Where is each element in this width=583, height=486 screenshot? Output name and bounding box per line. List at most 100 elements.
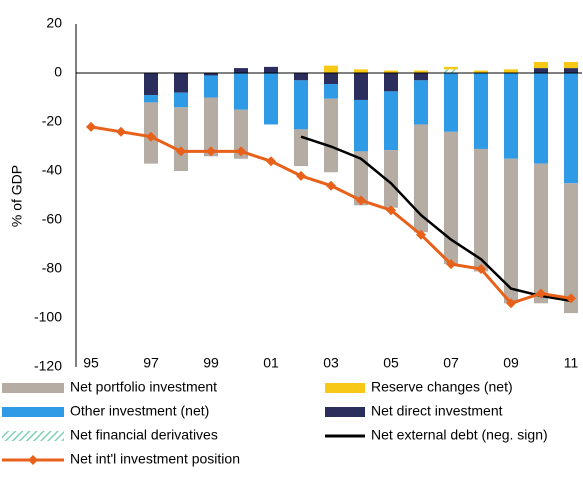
bar: [384, 150, 398, 208]
x-tick-label: 01: [263, 355, 279, 371]
line-marker: [176, 146, 186, 157]
bar: [324, 84, 338, 99]
y-tick-label: -80: [42, 260, 62, 276]
bar: [234, 68, 248, 73]
bar: [354, 73, 368, 100]
bar: [294, 80, 308, 130]
bar: [264, 73, 278, 125]
line-marker: [146, 131, 156, 142]
bar: [384, 91, 398, 151]
bar: [294, 129, 308, 167]
y-tick-label: 20: [46, 15, 62, 31]
bar: [534, 61, 548, 69]
bar: [534, 73, 548, 164]
legend-swatch: [325, 407, 365, 417]
line-marker: [386, 205, 396, 216]
legend-label: Reserve changes (net): [371, 379, 513, 395]
bar: [504, 158, 518, 304]
legend-swatch: [325, 383, 365, 393]
legend-swatch: [2, 383, 64, 393]
line-marker: [266, 156, 276, 167]
bar: [564, 68, 578, 73]
bar: [174, 92, 188, 108]
y-tick-label: -120: [34, 358, 62, 374]
bar: [234, 73, 248, 110]
x-tick-label: 97: [143, 355, 159, 371]
bar: [294, 73, 308, 81]
bar: [414, 73, 428, 81]
bar: [474, 148, 488, 272]
bar: [354, 99, 368, 152]
bar: [324, 65, 338, 73]
legend-label: Net financial derivatives: [70, 427, 218, 443]
line-marker: [446, 259, 456, 270]
y-axis-label: % of GDP: [9, 165, 25, 227]
bar: [264, 66, 278, 73]
bar: [564, 61, 578, 69]
bar: [174, 107, 188, 171]
x-tick-label: 05: [383, 355, 399, 371]
x-tick-label: 99: [203, 355, 219, 371]
bar: [534, 68, 548, 73]
bar: [324, 73, 338, 85]
bar: [444, 73, 458, 132]
line-marker: [506, 298, 516, 309]
legend-label: Other investment (net): [70, 403, 209, 419]
bar: [174, 73, 188, 93]
bar: [504, 73, 518, 159]
bar: [474, 73, 488, 149]
x-tick-label: 95: [83, 355, 99, 371]
y-tick-label: -100: [34, 309, 62, 325]
x-tick-label: 11: [564, 355, 579, 371]
bar: [324, 98, 338, 173]
bar: [354, 69, 368, 73]
bar: [444, 69, 458, 73]
x-tick-label: 09: [503, 355, 519, 371]
bar: [534, 163, 548, 304]
bar: [384, 73, 398, 92]
line-series: [300, 135, 572, 303]
line-marker: [326, 180, 336, 191]
bar: [504, 69, 518, 73]
y-tick-label: -60: [42, 211, 62, 227]
y-tick-label: 0: [54, 64, 62, 80]
legend-swatch: [2, 431, 64, 441]
x-tick-label: 07: [443, 355, 459, 371]
line-marker: [86, 121, 96, 132]
y-tick-label: -40: [42, 162, 62, 178]
bar: [144, 73, 158, 96]
bar: [204, 75, 218, 98]
legend-marker: [28, 455, 38, 465]
bar: [444, 131, 458, 265]
bar: [204, 73, 218, 76]
bar: [354, 151, 368, 206]
line-marker: [476, 264, 486, 274]
line-marker: [236, 146, 246, 157]
bar: [414, 70, 428, 73]
bar: [384, 70, 398, 73]
line-marker: [356, 195, 366, 206]
line-marker: [296, 170, 306, 181]
legend-label: Net portfolio investment: [70, 379, 217, 395]
bar: [564, 73, 578, 184]
bar: [414, 124, 428, 233]
y-tick-label: -20: [42, 113, 62, 129]
bar: [444, 66, 458, 70]
bar: [234, 109, 248, 159]
bar: [564, 183, 578, 314]
x-tick-label: 03: [323, 355, 339, 371]
line-marker: [536, 288, 546, 299]
legend-label: Net external debt (neg. sign): [371, 427, 548, 443]
legend-swatch: [2, 407, 64, 417]
line-marker: [116, 126, 126, 137]
bar: [204, 97, 218, 157]
line-marker: [416, 229, 426, 240]
line-marker: [206, 146, 216, 157]
legend-label: Net int'l investment position: [70, 451, 240, 467]
bar: [144, 95, 158, 103]
bar: [474, 70, 488, 73]
line-marker: [566, 293, 576, 304]
legend-label: Net direct investment: [371, 403, 503, 419]
bar: [414, 80, 428, 125]
